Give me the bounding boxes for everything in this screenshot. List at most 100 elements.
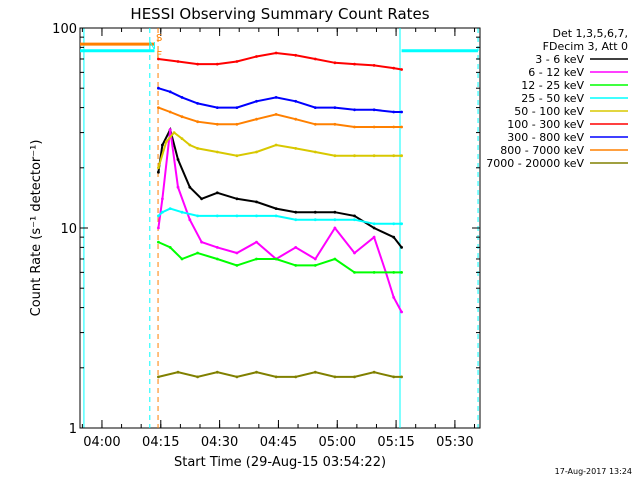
data-point-25-50-kev <box>168 207 172 211</box>
series-layer <box>80 42 479 379</box>
data-point-12-25-kev <box>400 271 403 274</box>
series-line-6-12-kev <box>157 129 403 313</box>
data-point-3-6-kev <box>161 143 164 147</box>
data-point-3-6-kev <box>372 226 376 230</box>
data-point-300-800-kev <box>274 96 278 99</box>
data-point-50-100-kev <box>313 150 317 154</box>
event-marker-n: N <box>148 41 155 52</box>
series-line-100-300-kev <box>158 51 402 71</box>
series-line-25-50-kev <box>157 207 402 225</box>
x-tick-label: 04:00 <box>83 435 120 450</box>
event-marker-f: F <box>156 50 162 61</box>
data-point-800-7000-kev <box>255 117 258 121</box>
y-tick-label: 1 <box>69 422 77 437</box>
data-point-50-100-kev <box>255 150 258 154</box>
x-tick-label: 04:30 <box>201 435 238 450</box>
data-point-3-6-kev <box>188 185 192 189</box>
data-point-300-800-kev <box>255 99 258 103</box>
data-point-25-50-kev <box>294 218 298 222</box>
data-point-800-7000-kev <box>168 110 172 114</box>
data-point-12-25-kev <box>274 257 278 261</box>
data-point-7000-20000-kev <box>392 375 396 379</box>
x-tick-label: 04:15 <box>142 435 179 450</box>
data-point-50-100-kev <box>333 154 337 158</box>
data-point-300-800-kev <box>196 102 200 105</box>
y-tick-label: 10 <box>60 222 77 237</box>
data-point-50-100-kev <box>188 143 192 147</box>
data-point-7000-20000-kev <box>215 370 219 374</box>
legend-label: 50 - 100 keV <box>514 105 584 118</box>
axes: 04:00 04:15 04:30 04:45 05:00 05:15 05:30 100 10… <box>52 22 480 450</box>
data-point-300-800-kev <box>353 108 356 112</box>
data-point-3-6-kev <box>200 197 204 201</box>
data-point-6-12-kev <box>161 197 164 201</box>
data-point-800-7000-kev <box>313 122 317 126</box>
data-point-50-100-kev <box>196 147 200 150</box>
legend-label: 12 - 25 keV <box>521 79 584 92</box>
data-point-100-300-kev <box>157 57 160 61</box>
legend-header-line: FDecim 3, Att 0 <box>543 40 628 53</box>
data-point-25-50-kev <box>392 222 396 226</box>
data-point-7000-20000-kev <box>176 370 180 374</box>
series-line-300-800-kev <box>158 87 402 113</box>
data-point-12-25-kev <box>215 257 219 261</box>
data-point-6-12-kev <box>372 235 376 239</box>
data-point-100-300-kev <box>274 51 278 55</box>
data-point-100-300-kev <box>392 66 396 70</box>
data-point-25-50-kev <box>215 214 219 218</box>
data-point-300-800-kev <box>215 106 219 109</box>
data-point-300-800-kev <box>392 110 396 114</box>
data-point-3-6-kev <box>400 246 403 249</box>
data-point-3-6-kev <box>274 207 278 211</box>
data-point-25-50-kev <box>313 218 317 222</box>
x-tick-label: 04:45 <box>260 435 297 450</box>
data-point-800-7000-kev <box>180 115 184 119</box>
data-point-800-7000-kev <box>400 125 403 129</box>
timestamp: 17-Aug-2017 13:24 <box>554 467 632 476</box>
data-point-12-25-kev <box>333 257 337 261</box>
legend-label: 6 - 12 keV <box>528 66 584 79</box>
legend-label: 100 - 300 keV <box>507 118 584 131</box>
data-point-800-7000-kev <box>274 113 278 116</box>
data-point-50-100-kev <box>353 154 356 158</box>
x-tick-label: 05:00 <box>319 435 356 450</box>
data-point-6-12-kev <box>313 257 317 261</box>
data-point-100-300-kev <box>400 68 403 71</box>
data-point-300-800-kev <box>333 106 337 109</box>
data-point-6-12-kev <box>235 251 239 255</box>
legend-label: 3 - 6 keV <box>535 53 584 66</box>
data-point-100-300-kev <box>333 61 337 65</box>
data-point-7000-20000-kev <box>294 375 298 379</box>
data-point-6-12-kev <box>157 226 160 230</box>
legend-label: 25 - 50 keV <box>521 92 584 105</box>
legend: Det 1,3,5,6,7,FDecim 3, Att 03 - 6 keV6 … <box>486 27 628 170</box>
y-axis-label: Count Rate (s⁻¹ detector⁻¹) <box>29 140 44 317</box>
data-point-800-7000-kev <box>215 122 219 126</box>
data-point-300-800-kev <box>313 106 317 109</box>
data-point-3-6-kev <box>294 210 298 214</box>
plot-frame <box>79 27 481 429</box>
data-point-50-100-kev <box>392 154 396 158</box>
data-point-7000-20000-kev <box>274 375 278 379</box>
data-point-100-300-kev <box>235 60 239 63</box>
data-point-800-7000-kev <box>157 106 160 109</box>
data-point-7000-20000-kev <box>255 370 258 374</box>
data-point-3-6-kev <box>176 158 180 161</box>
data-point-3-6-kev <box>255 200 258 204</box>
data-point-50-100-kev <box>400 154 403 158</box>
data-point-3-6-kev <box>157 170 160 174</box>
data-point-25-50-kev <box>372 222 376 226</box>
data-point-6-12-kev <box>168 128 172 132</box>
data-point-50-100-kev <box>172 131 176 135</box>
x-tick-label: 05:30 <box>436 435 473 450</box>
x-axis-label: Start Time (29-Aug-15 03:54:22) <box>174 455 386 470</box>
data-point-12-25-kev <box>392 271 396 274</box>
data-point-6-12-kev <box>215 246 219 249</box>
legend-label: 300 - 800 keV <box>507 131 584 144</box>
data-point-800-7000-kev <box>392 125 396 129</box>
data-point-7000-20000-kev <box>333 375 337 379</box>
data-point-100-300-kev <box>313 57 317 61</box>
data-point-25-50-kev <box>353 218 356 222</box>
data-point-300-800-kev <box>235 106 239 109</box>
